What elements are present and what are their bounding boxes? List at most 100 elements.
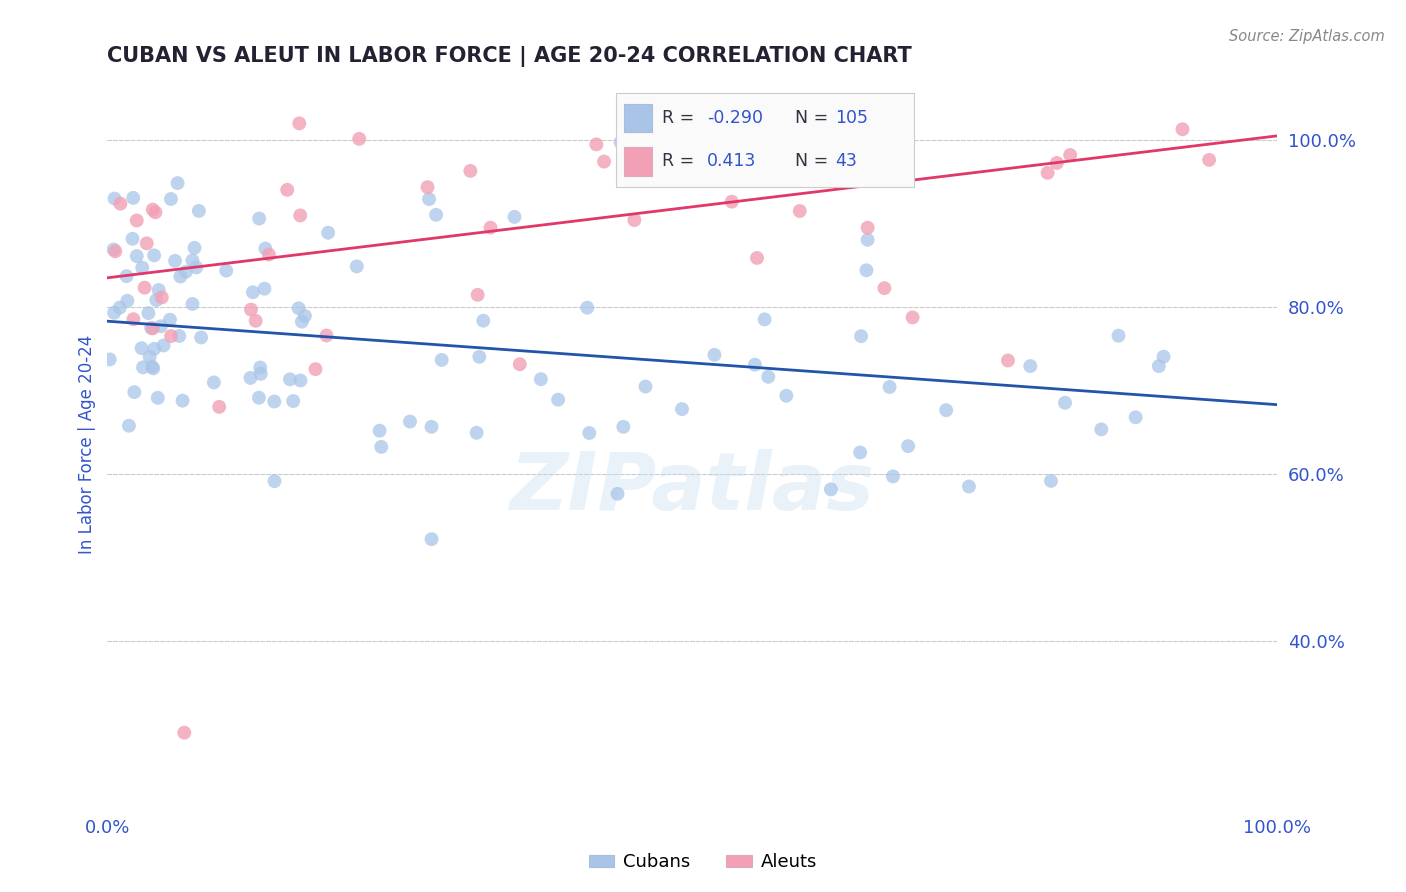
Point [103,306,125,320]
Point [1039,474,1062,488]
Point [110,196,132,211]
Point [1053,396,1076,410]
Point [882,469,904,483]
Point [593,154,616,169]
Point [263,394,285,409]
Point [612,420,634,434]
Point [121,232,143,246]
Point [190,330,212,344]
Point [276,183,298,197]
Point [935,403,957,417]
Point [756,369,779,384]
Point [634,379,657,393]
Point [849,329,872,343]
Point [142,321,165,335]
Point [420,532,443,546]
Point [472,314,495,328]
Point [131,260,153,275]
Point [183,241,205,255]
Point [138,306,160,320]
Point [576,301,599,315]
Point [169,329,191,343]
Point [125,249,148,263]
Point [142,361,165,376]
Point [143,248,166,262]
Point [578,425,600,440]
Point [242,285,264,300]
Point [152,338,174,352]
Point [585,137,607,152]
Point [138,350,160,364]
Point [1108,328,1130,343]
Point [288,116,311,130]
Point [239,371,262,385]
Point [879,380,901,394]
Point [399,415,422,429]
Point [150,290,173,304]
Point [1147,359,1170,373]
Point [291,315,314,329]
Point [503,210,526,224]
Point [247,391,270,405]
Point [125,213,148,227]
Point [122,312,145,326]
Point [254,242,277,256]
Point [1046,156,1069,170]
Point [142,202,165,217]
Point [132,360,155,375]
Point [315,328,337,343]
Point [479,220,502,235]
Point [208,400,231,414]
Point [997,353,1019,368]
Point [135,236,157,251]
Point [118,418,141,433]
Point [160,192,183,206]
Point [290,209,312,223]
Point [263,474,285,488]
Point [1153,350,1175,364]
Point [253,282,276,296]
Point [134,280,156,294]
Point [117,293,139,308]
Point [294,309,316,323]
Point [202,376,225,390]
Point [146,391,169,405]
Point [744,358,766,372]
Point [416,180,439,194]
Point [855,263,877,277]
Point [468,350,491,364]
Y-axis label: In Labor Force | Age 20-24: In Labor Force | Age 20-24 [79,335,96,554]
Point [131,341,153,355]
Point [98,352,121,367]
Point [215,263,238,277]
Point [115,269,138,284]
Point [547,392,569,407]
Text: ZIPatlas: ZIPatlas [509,450,875,527]
Point [247,211,270,226]
Point [278,372,301,386]
Point [287,301,309,316]
Point [187,203,209,218]
Point [347,132,370,146]
Point [420,419,443,434]
Point [181,297,204,311]
Point [849,445,872,459]
Point [103,243,125,257]
Point [820,483,842,497]
Point [148,283,170,297]
Point [174,265,197,279]
Point [124,385,146,400]
Point [166,176,188,190]
Legend: Cubans, Aleuts: Cubans, Aleuts [582,847,824,879]
Point [104,244,127,259]
Point [609,135,631,149]
Point [430,353,453,368]
Point [145,293,167,307]
Point [856,233,879,247]
Point [425,208,447,222]
Point [346,260,368,274]
Point [249,367,271,381]
Point [103,192,125,206]
Point [957,479,980,493]
Point [1171,122,1194,136]
